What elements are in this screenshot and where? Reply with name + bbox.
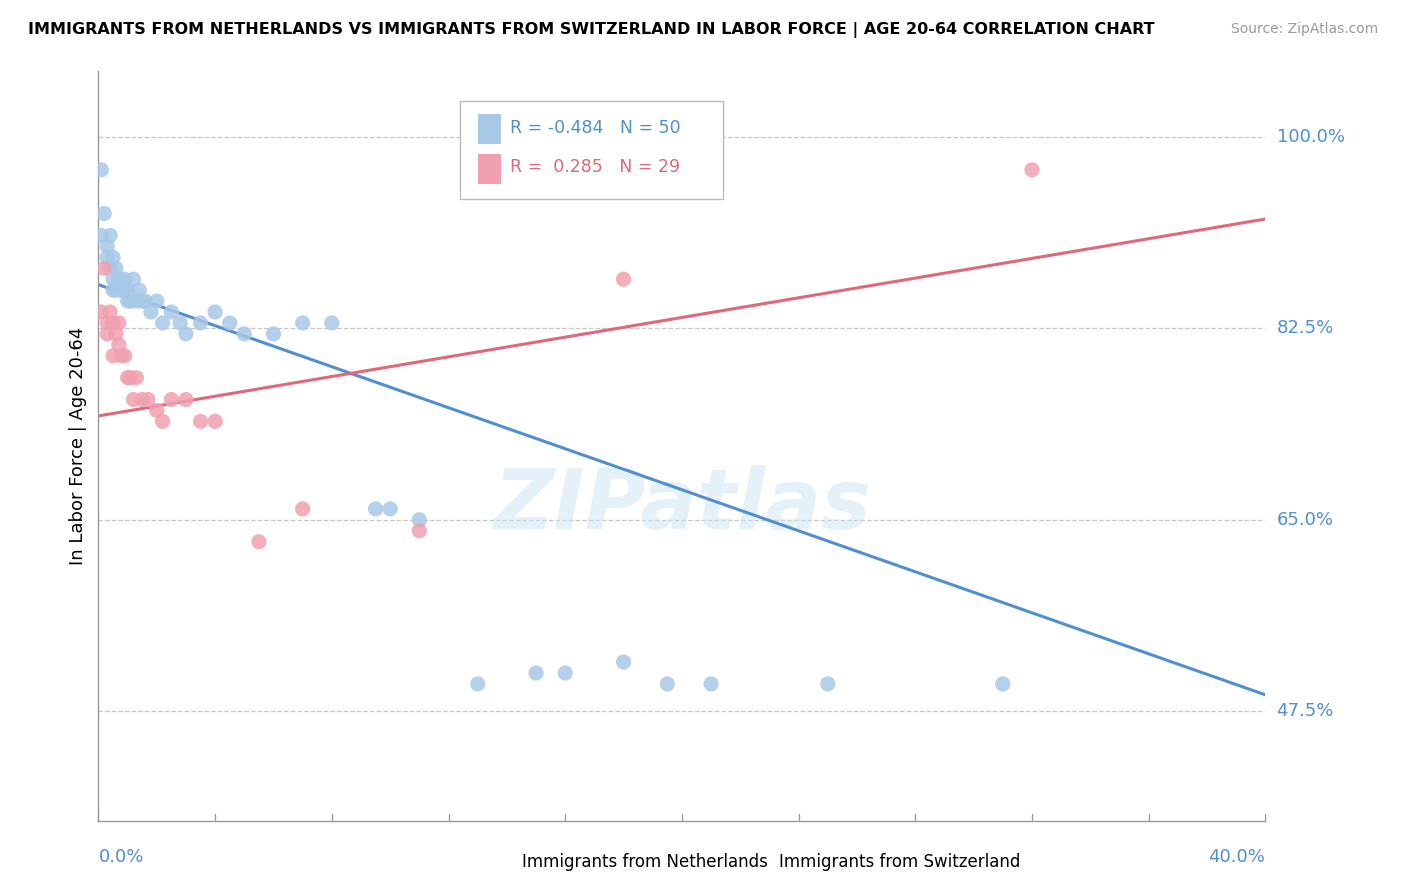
Text: 40.0%: 40.0% <box>1209 848 1265 866</box>
Point <box>111 283 134 297</box>
Point <box>98 305 121 319</box>
Point <box>125 294 148 309</box>
Point <box>134 294 156 309</box>
Point <box>291 502 314 516</box>
Point <box>204 305 226 319</box>
Point <box>104 261 127 276</box>
Point <box>204 414 226 428</box>
Point <box>247 534 270 549</box>
Point <box>169 316 191 330</box>
Point <box>104 283 127 297</box>
Point <box>554 665 576 680</box>
Point <box>657 677 679 691</box>
Text: Source: ZipAtlas.com: Source: ZipAtlas.com <box>1230 22 1378 37</box>
Point <box>117 283 139 297</box>
Point <box>125 370 148 384</box>
Point <box>408 524 430 538</box>
Point <box>152 316 174 330</box>
Text: 100.0%: 100.0% <box>1277 128 1344 146</box>
Text: 65.0%: 65.0% <box>1277 511 1333 529</box>
Point <box>262 326 284 341</box>
Point <box>524 665 547 680</box>
Text: Immigrants from Netherlands: Immigrants from Netherlands <box>522 853 768 871</box>
Point <box>120 294 142 309</box>
Point <box>174 392 197 407</box>
Point <box>96 326 118 341</box>
Text: R = -0.484   N = 50: R = -0.484 N = 50 <box>510 119 681 136</box>
Point <box>108 272 131 286</box>
Point <box>131 294 153 309</box>
Point <box>364 502 387 516</box>
Point <box>96 316 118 330</box>
FancyBboxPatch shape <box>752 851 773 873</box>
Point <box>467 677 489 691</box>
Point <box>408 513 430 527</box>
Point <box>700 677 723 691</box>
Text: ZIPatlas: ZIPatlas <box>494 466 870 547</box>
Point <box>108 272 131 286</box>
Point <box>136 392 159 407</box>
Point <box>90 305 112 319</box>
Point <box>139 305 162 319</box>
Point <box>108 316 131 330</box>
Point <box>104 326 127 341</box>
Text: 82.5%: 82.5% <box>1277 319 1334 337</box>
Point <box>817 677 839 691</box>
Point <box>291 316 314 330</box>
Point <box>991 677 1014 691</box>
Point <box>160 305 183 319</box>
Text: IMMIGRANTS FROM NETHERLANDS VS IMMIGRANTS FROM SWITZERLAND IN LABOR FORCE | AGE : IMMIGRANTS FROM NETHERLANDS VS IMMIGRANT… <box>28 22 1154 38</box>
Point <box>174 326 197 341</box>
Point <box>101 283 124 297</box>
Point <box>321 316 343 330</box>
Point <box>93 206 115 220</box>
Point <box>90 228 112 243</box>
Point <box>120 370 142 384</box>
Point <box>380 502 402 516</box>
Point <box>160 392 183 407</box>
Point <box>90 162 112 177</box>
Point <box>122 392 145 407</box>
Point <box>101 349 124 363</box>
Text: 47.5%: 47.5% <box>1277 702 1334 720</box>
Point <box>96 250 118 264</box>
Point <box>131 392 153 407</box>
Point <box>612 655 634 669</box>
FancyBboxPatch shape <box>495 851 516 873</box>
FancyBboxPatch shape <box>478 153 501 184</box>
Point <box>146 403 169 417</box>
Point <box>128 283 150 297</box>
Point <box>101 272 124 286</box>
Point <box>152 414 174 428</box>
Text: Immigrants from Switzerland: Immigrants from Switzerland <box>779 853 1021 871</box>
Point <box>114 283 136 297</box>
Text: 0.0%: 0.0% <box>98 848 143 866</box>
Point <box>190 414 212 428</box>
Point <box>101 250 124 264</box>
Point <box>122 272 145 286</box>
Point <box>612 272 634 286</box>
Point <box>111 283 134 297</box>
Point <box>114 349 136 363</box>
Point <box>117 370 139 384</box>
Point <box>101 316 124 330</box>
Point <box>98 228 121 243</box>
Point <box>146 294 169 309</box>
Point <box>93 261 115 276</box>
Y-axis label: In Labor Force | Age 20-64: In Labor Force | Age 20-64 <box>69 326 87 566</box>
Point <box>96 239 118 253</box>
Point <box>117 294 139 309</box>
Point <box>114 272 136 286</box>
FancyBboxPatch shape <box>478 114 501 144</box>
Point <box>233 326 256 341</box>
Point <box>111 349 134 363</box>
FancyBboxPatch shape <box>460 102 723 199</box>
Point <box>108 338 131 352</box>
Point <box>190 316 212 330</box>
Point <box>1021 162 1043 177</box>
Point <box>218 316 240 330</box>
Text: R =  0.285   N = 29: R = 0.285 N = 29 <box>510 158 681 177</box>
Point <box>98 261 121 276</box>
